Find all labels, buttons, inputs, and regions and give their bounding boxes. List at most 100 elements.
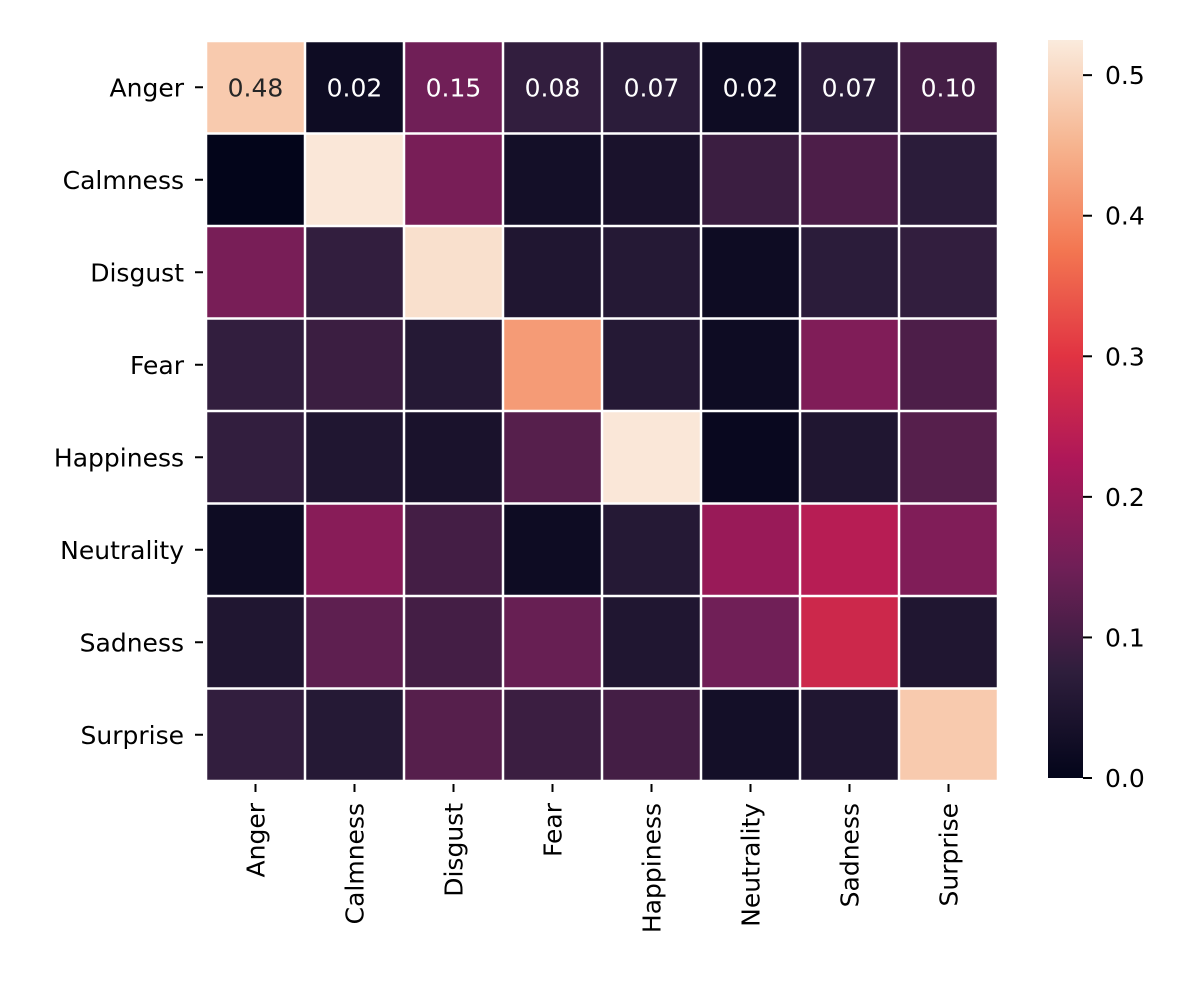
colorbar-gradient bbox=[1048, 40, 1083, 778]
heatmap-cell-surprise-anger bbox=[207, 689, 304, 780]
row-label-happiness: Happiness bbox=[54, 443, 184, 472]
heatmap-cell-disgust-neutrality bbox=[702, 227, 799, 318]
heatmap-cell-sadness-fear bbox=[504, 597, 601, 688]
heatmap-cell-surprise-neutrality bbox=[702, 689, 799, 780]
heatmap-cell-surprise-calmness bbox=[306, 689, 403, 780]
heatmap-cell-calmness-neutrality bbox=[702, 134, 799, 225]
heatmap-cell-disgust-disgust bbox=[405, 227, 502, 318]
heatmap-cell-happiness-fear bbox=[504, 412, 601, 503]
heatmap-cell-calmness-fear bbox=[504, 134, 601, 225]
column-label-surprise: Surprise bbox=[935, 803, 964, 907]
column-label-disgust: Disgust bbox=[440, 803, 469, 897]
row-label-sadness: Sadness bbox=[80, 628, 184, 657]
colorbar: 0.0 0.1 0.2 0.3 0.4 0.5 bbox=[1048, 40, 1145, 793]
cell-value-label: 0.08 bbox=[525, 73, 581, 102]
cell-value-label: 0.07 bbox=[624, 73, 680, 102]
cell-value-label: 0.10 bbox=[921, 73, 977, 102]
heatmap-cell-happiness-disgust bbox=[405, 412, 502, 503]
row-label-anger: Anger bbox=[110, 73, 185, 102]
heatmap-cell-happiness-surprise bbox=[900, 412, 997, 503]
heatmap-cell-fear-disgust bbox=[405, 319, 502, 410]
heatmap-cell-fear-anger bbox=[207, 319, 304, 410]
colorbar-tick-label: 0.2 bbox=[1105, 483, 1145, 512]
row-label-neutrality: Neutrality bbox=[60, 536, 184, 565]
heatmap-cell-surprise-fear bbox=[504, 689, 601, 780]
cell-value-label: 0.48 bbox=[228, 73, 284, 102]
cell-value-label: 0.15 bbox=[426, 73, 482, 102]
column-tick-labels: Anger Calmness Disgust Fear Happiness Neutral… bbox=[242, 784, 964, 933]
column-label-anger: Anger bbox=[242, 802, 271, 877]
heatmap-cell-anger-fear bbox=[504, 42, 601, 133]
heatmap-cell-disgust-surprise bbox=[900, 227, 997, 318]
row-label-fear: Fear bbox=[130, 351, 185, 380]
row-label-calmness: Calmness bbox=[63, 166, 184, 195]
heatmap-cell-anger-neutrality bbox=[702, 42, 799, 133]
heatmap-cell-neutrality-fear bbox=[504, 504, 601, 595]
heatmap-cell-happiness-anger bbox=[207, 412, 304, 503]
colorbar-ticks: 0.0 0.1 0.2 0.3 0.4 0.5 bbox=[1083, 61, 1145, 793]
heatmap-cell-neutrality-happiness bbox=[603, 504, 700, 595]
heatmap-cell-calmness-anger bbox=[207, 134, 304, 225]
heatmap-cell-disgust-anger bbox=[207, 227, 304, 318]
heatmap-cell-calmness-calmness bbox=[306, 134, 403, 225]
heatmap-cell-neutrality-surprise bbox=[900, 504, 997, 595]
colorbar-tick-label: 0.5 bbox=[1105, 61, 1145, 90]
cell-value-label: 0.02 bbox=[723, 73, 779, 102]
heatmap-cell-calmness-surprise bbox=[900, 134, 997, 225]
row-label-surprise: Surprise bbox=[81, 721, 185, 750]
heatmap-cell-disgust-happiness bbox=[603, 227, 700, 318]
heatmap-cell-surprise-happiness bbox=[603, 689, 700, 780]
heatmap-cell-fear-surprise bbox=[900, 319, 997, 410]
heatmap-cell-surprise-surprise bbox=[900, 689, 997, 780]
heatmap-cell-anger-anger bbox=[207, 42, 304, 133]
column-label-sadness: Sadness bbox=[836, 803, 865, 907]
column-label-happiness: Happiness bbox=[638, 803, 667, 933]
heatmap-cell-disgust-fear bbox=[504, 227, 601, 318]
heatmap-cell-fear-neutrality bbox=[702, 319, 799, 410]
heatmap-cell-anger-calmness bbox=[306, 42, 403, 133]
heatmap-cell-sadness-neutrality bbox=[702, 597, 799, 688]
heatmap-cell-happiness-happiness bbox=[603, 412, 700, 503]
heatmap-cell-neutrality-sadness bbox=[801, 504, 898, 595]
heatmap-cell-happiness-sadness bbox=[801, 412, 898, 503]
heatmap-cell-anger-happiness bbox=[603, 42, 700, 133]
heatmap-cell-fear-sadness bbox=[801, 319, 898, 410]
heatmap-cell-happiness-neutrality bbox=[702, 412, 799, 503]
heatmap-cell-calmness-happiness bbox=[603, 134, 700, 225]
heatmap-cell-sadness-surprise bbox=[900, 597, 997, 688]
heatmap-cell-fear-calmness bbox=[306, 319, 403, 410]
heatmap-cell-anger-sadness bbox=[801, 42, 898, 133]
heatmap-cell-disgust-calmness bbox=[306, 227, 403, 318]
heatmap-cell-neutrality-calmness bbox=[306, 504, 403, 595]
heatmap-cell-sadness-disgust bbox=[405, 597, 502, 688]
heatmap-cell-sadness-anger bbox=[207, 597, 304, 688]
heatmap-cell-fear-happiness bbox=[603, 319, 700, 410]
heatmap-cells: 0.48 0.02 0.15 0.08 0.07 0.02 0.07 0.10 bbox=[207, 42, 997, 780]
heatmap-cell-neutrality-anger bbox=[207, 504, 304, 595]
colorbar-tick-label: 0.1 bbox=[1105, 623, 1145, 652]
heatmap-cell-surprise-disgust bbox=[405, 689, 502, 780]
colorbar-tick-label: 0.3 bbox=[1105, 342, 1145, 371]
heatmap-cell-sadness-happiness bbox=[603, 597, 700, 688]
heatmap-cell-fear-fear bbox=[504, 319, 601, 410]
heatmap-cell-happiness-calmness bbox=[306, 412, 403, 503]
heatmap-cell-surprise-sadness bbox=[801, 689, 898, 780]
colorbar-tick-label: 0.0 bbox=[1105, 764, 1145, 793]
colorbar-tick-label: 0.4 bbox=[1105, 202, 1145, 231]
column-label-fear: Fear bbox=[539, 802, 568, 857]
heatmap-cell-calmness-sadness bbox=[801, 134, 898, 225]
row-label-disgust: Disgust bbox=[90, 258, 184, 287]
cell-value-label: 0.07 bbox=[822, 73, 878, 102]
heatmap-cell-anger-surprise bbox=[900, 42, 997, 133]
heatmap-cell-neutrality-neutrality bbox=[702, 504, 799, 595]
cell-value-label: 0.02 bbox=[327, 73, 383, 102]
column-label-neutrality: Neutrality bbox=[737, 803, 766, 927]
heatmap-cell-sadness-sadness bbox=[801, 597, 898, 688]
heatmap-cell-disgust-sadness bbox=[801, 227, 898, 318]
row-tick-labels: Anger Calmness Disgust Fear Happiness Neutral… bbox=[54, 73, 203, 750]
heatmap-cell-sadness-calmness bbox=[306, 597, 403, 688]
column-label-calmness: Calmness bbox=[341, 803, 370, 924]
heatmap-cell-calmness-disgust bbox=[405, 134, 502, 225]
heatmap-cell-neutrality-disgust bbox=[405, 504, 502, 595]
